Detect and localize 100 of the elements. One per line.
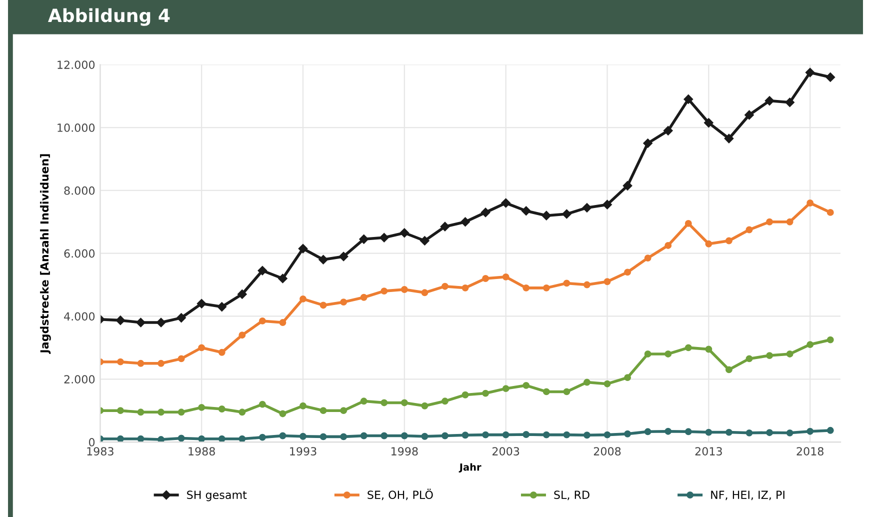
point (786, 429, 794, 436)
point (340, 298, 348, 306)
point (746, 429, 753, 436)
point (786, 350, 794, 358)
point (806, 428, 814, 435)
x-tick-label: 1988 (188, 447, 215, 456)
point (137, 360, 144, 367)
legend-label: SL, RD (554, 490, 590, 500)
point (176, 313, 186, 322)
point (724, 134, 734, 144)
point (238, 290, 247, 299)
point (442, 282, 448, 290)
point (158, 408, 164, 416)
point (460, 217, 470, 227)
point (501, 198, 510, 208)
point (218, 406, 226, 412)
point (258, 434, 266, 441)
point (158, 436, 164, 442)
point (238, 408, 246, 416)
point (705, 240, 712, 248)
y-tick-label: 2.000 (64, 375, 95, 384)
x-axis-title: Jahr (458, 463, 482, 473)
point (684, 220, 692, 227)
point (279, 319, 286, 326)
x-tick-label: 2013 (695, 447, 722, 456)
point (542, 431, 550, 438)
point (624, 430, 632, 438)
x-tick-label: 2003 (492, 447, 520, 456)
point (340, 433, 348, 440)
point (684, 344, 692, 352)
point (705, 428, 712, 436)
point (563, 280, 570, 287)
point (725, 366, 732, 374)
point (805, 68, 815, 78)
point (218, 348, 226, 356)
legend-label: SH gesamt (187, 490, 247, 502)
legend-label: NF, HEI, IZ, PI (711, 490, 784, 500)
point (442, 398, 448, 405)
point (359, 234, 368, 244)
point (663, 126, 673, 136)
point (300, 295, 306, 302)
point (482, 390, 490, 397)
point (462, 284, 469, 292)
point (604, 431, 611, 438)
point (462, 391, 469, 398)
point (116, 435, 124, 442)
point (279, 432, 286, 440)
point (766, 218, 773, 226)
point (116, 407, 124, 414)
point (462, 432, 469, 439)
point (766, 352, 773, 360)
y-tick-label: 6.000 (64, 249, 95, 258)
y-tick-label: 10.000 (58, 124, 95, 132)
point (806, 200, 814, 206)
point (137, 408, 144, 416)
point (360, 398, 368, 405)
point (158, 360, 164, 367)
point (785, 98, 794, 107)
y-tick-label: 4.000 (64, 312, 95, 321)
x-tick-label: 1983 (87, 447, 114, 456)
point (764, 96, 774, 106)
point (360, 432, 368, 440)
point (279, 410, 286, 418)
point (320, 302, 327, 309)
x-tick-label: 1998 (392, 447, 418, 456)
point (196, 299, 206, 308)
point (338, 252, 348, 262)
point (664, 350, 672, 358)
y-tick-label: 12.000 (58, 60, 95, 70)
point (542, 284, 550, 292)
point (421, 402, 428, 410)
point (258, 400, 266, 408)
point (360, 294, 368, 301)
point (380, 288, 388, 295)
point (684, 428, 692, 436)
point (522, 382, 530, 389)
point (584, 378, 590, 386)
point (684, 94, 694, 104)
y-axis-title: Jagdstrecke [Anzahl Individuen] (40, 154, 51, 354)
point (644, 350, 652, 358)
point (725, 237, 732, 244)
point (746, 226, 753, 234)
point (826, 336, 834, 344)
y-tick-label: 8.000 (64, 186, 95, 195)
point (604, 278, 611, 286)
legend-label: SE, OH, PLÖ (368, 488, 433, 500)
point (400, 399, 408, 406)
point (744, 110, 754, 120)
chart-title: Abbildung 4 (48, 8, 170, 26)
x-tick-label: 1993 (290, 447, 316, 456)
point (278, 274, 288, 284)
point (238, 332, 246, 339)
point (746, 355, 753, 362)
point (320, 433, 327, 440)
point (116, 316, 126, 325)
point (136, 318, 146, 328)
y-tick-label: 0 (88, 438, 95, 446)
point (502, 431, 510, 438)
point (178, 408, 185, 416)
point (826, 72, 835, 82)
